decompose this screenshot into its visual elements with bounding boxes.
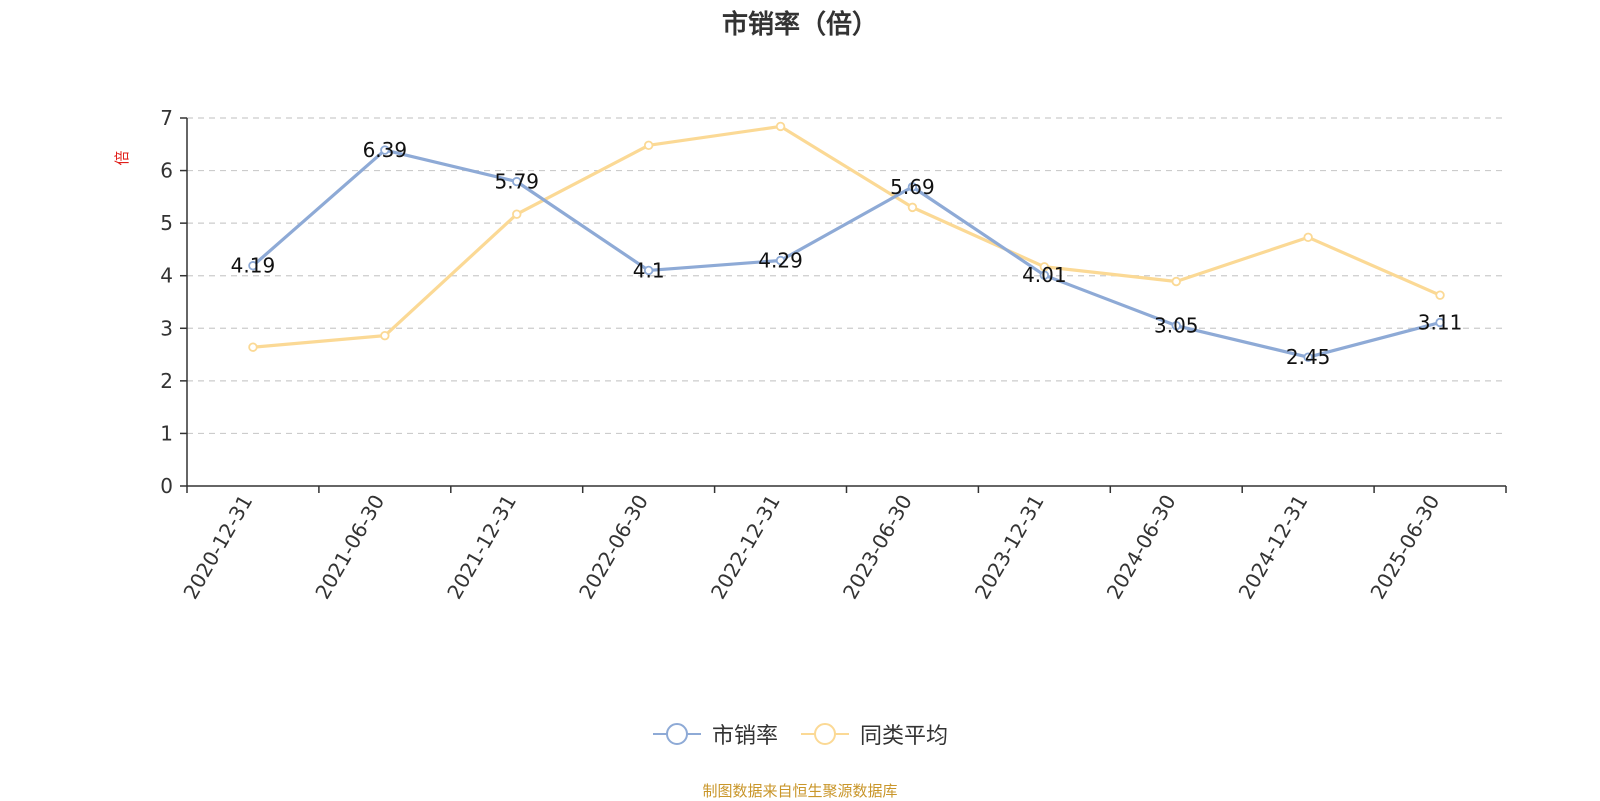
data-label: 5.79 — [494, 170, 539, 194]
data-point — [775, 121, 786, 132]
data-point — [380, 145, 390, 155]
legend-line-circle-icon — [801, 723, 849, 745]
x-tick-label: 2023-06-30 — [838, 490, 917, 603]
data-point — [512, 209, 522, 219]
data-label: 4.29 — [758, 248, 803, 272]
y-tick-label: 2 — [160, 369, 173, 393]
data-point — [1303, 232, 1313, 243]
data-point — [248, 342, 258, 352]
data-labels: 4.19 6.39 5.79 4.1 4.29 5.69 4.01 3.05 2.45 3.11 — [231, 138, 1463, 369]
y-tick-label: 5 — [160, 211, 173, 235]
series-line — [251, 148, 1441, 359]
data-label: 6.39 — [363, 138, 408, 162]
series-markers — [248, 121, 1445, 362]
legend-item[interactable]: 同类平均 — [800, 718, 948, 750]
data-point — [380, 330, 390, 341]
data-label: 2.45 — [1286, 345, 1331, 369]
data-point — [512, 176, 522, 187]
data-point — [643, 265, 654, 276]
chart-title: 市销率（倍） — [721, 10, 878, 40]
data-point — [775, 255, 786, 266]
y-tick-label: 4 — [160, 264, 173, 288]
y-tick-label: 1 — [160, 421, 173, 445]
legend-label: 市销率 — [711, 724, 778, 749]
x-tick-label: 2021-06-30 — [310, 491, 389, 604]
data-point — [1171, 320, 1181, 331]
y-tick-label: 6 — [160, 159, 173, 183]
x-tick-label: 2022-12-31 — [706, 491, 785, 604]
data-point — [1039, 270, 1050, 280]
series-line — [252, 124, 1441, 349]
x-tick-label: 2025-06-30 — [1365, 491, 1444, 604]
x-tick-label: 2024-12-31 — [1234, 491, 1313, 604]
data-point — [1435, 290, 1445, 300]
source-note: 制图数据来自恒生聚源数据库 — [702, 782, 898, 800]
x-tick-label: 2021-12-31 — [442, 491, 521, 604]
data-point — [907, 202, 918, 213]
data-label: 4.1 — [633, 258, 665, 282]
data-label: 3.05 — [1154, 314, 1199, 338]
x-tick-label: 2024-06-30 — [1102, 491, 1181, 604]
y-tick-label: 3 — [160, 316, 173, 340]
data-point — [907, 182, 918, 192]
legend-item[interactable]: 市销率 — [652, 718, 778, 750]
data-label: 4.19 — [231, 254, 276, 278]
data-label: 3.11 — [1418, 311, 1463, 335]
series-lines — [251, 124, 1441, 359]
y-axis-unit-label: 倍 — [113, 150, 131, 165]
y-tick-label: 7 — [160, 106, 173, 130]
data-point — [643, 140, 654, 151]
x-tick-label: 2022-06-30 — [574, 491, 653, 604]
legend-line-circle-icon — [652, 723, 701, 745]
data-point — [1303, 352, 1313, 362]
data-label: 4.01 — [1022, 263, 1067, 287]
legend-label: 同类平均 — [860, 724, 949, 749]
legend: 市销率 同类平均 — [0, 718, 1600, 750]
x-tick-label: 2023-12-31 — [970, 491, 1049, 604]
y-tick-label: 0 — [160, 474, 173, 498]
data-point — [1171, 276, 1181, 287]
x-tick-label: 2020-12-31 — [178, 491, 257, 604]
data-point — [1435, 317, 1445, 328]
data-point — [248, 261, 258, 271]
data-label: 5.69 — [890, 175, 935, 199]
